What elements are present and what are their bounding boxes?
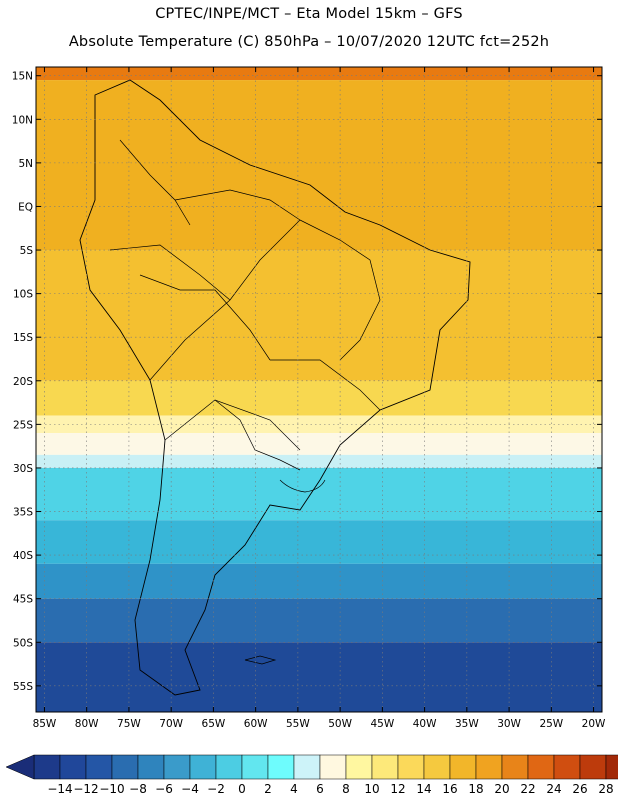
colorbar-swatch: [605, 754, 618, 780]
latitude-tick-label: 55S: [13, 681, 33, 693]
longitude-tick-label: 25W: [539, 718, 563, 730]
temperature-band: [36, 433, 602, 455]
colorbar-swatch: [527, 754, 555, 780]
colorbar-swatch: [579, 754, 607, 780]
colorbar-swatch: [319, 754, 347, 780]
temperature-band: [36, 642, 602, 712]
colorbar-label: 18: [468, 782, 483, 796]
colorbar-swatch: [475, 754, 503, 780]
latitude-axis: 15N 10N 5N EQ 5S 10S 15S 20S 25S 30S 35S 40S 45S 50S 5…: [12, 71, 602, 693]
colorbar-swatch: [293, 754, 321, 780]
latitude-tick-label: 10N: [12, 114, 33, 126]
longitude-tick-label: 50W: [328, 718, 352, 730]
chart-title-line-1: CPTEC/INPE/MCT – Eta Model 15km – GFS: [155, 6, 463, 22]
colorbar-swatch: [33, 754, 61, 780]
colorbar-label: 0: [238, 782, 246, 796]
colorbar-swatch: [449, 754, 477, 780]
colorbar-swatch: [189, 754, 217, 780]
temperature-band: [36, 415, 602, 434]
longitude-tick-label: 80W: [75, 718, 99, 730]
colorbar-swatch: [85, 754, 113, 780]
longitude-tick-label: 45W: [370, 718, 394, 730]
temperature-band: [36, 380, 602, 416]
colorbar-label: 8: [342, 782, 350, 796]
colorbar-swatch: [371, 754, 399, 780]
colorbar-label: 28: [598, 782, 613, 796]
latitude-tick-label: 15S: [13, 332, 33, 344]
latitude-tick-label: 15N: [12, 71, 33, 83]
longitude-tick-label: 55W: [286, 718, 310, 730]
temperature-band: [36, 67, 602, 81]
temperature-field: [36, 67, 602, 712]
colorbar-label: 2: [264, 782, 272, 796]
temperature-band: [36, 563, 602, 599]
longitude-tick-label: 65W: [202, 718, 226, 730]
colorbar-swatch: [111, 754, 139, 780]
colorbar-swatch: [163, 754, 191, 780]
temperature-band: [36, 520, 602, 564]
latitude-tick-label: 5N: [18, 158, 33, 170]
longitude-tick-label: 40W: [413, 718, 437, 730]
colorbar-label: −14: [47, 782, 72, 796]
latitude-tick-label: 25S: [13, 419, 33, 431]
longitude-axis: 85W 80W 75W 70W 65W 60W 55W 50W 45W 40W 35W 30W 25W 2…: [33, 67, 606, 730]
longitude-tick-label: 30W: [497, 718, 521, 730]
temperature-band: [36, 598, 602, 643]
colorbar-label: 24: [546, 782, 561, 796]
colorbar-label: −4: [181, 782, 199, 796]
latitude-tick-label: 50S: [13, 637, 33, 649]
colorbar-label: 4: [290, 782, 298, 796]
map-frame-border: [35, 66, 603, 713]
colorbar-swatch: [137, 754, 165, 780]
colorbar-swatch: [345, 754, 373, 780]
colorbar-low-arrow: [5, 754, 35, 780]
latitude-tick-label: 10S: [13, 289, 33, 301]
longitude-tick-label: 20W: [582, 718, 606, 730]
latitude-tick-label: 40S: [13, 550, 33, 562]
colorbar-label: 16: [442, 782, 457, 796]
latitude-tick-label: 30S: [13, 463, 33, 475]
colorbar-swatch: [553, 754, 581, 780]
colorbar-swatch: [241, 754, 269, 780]
latitude-tick-label: 35S: [13, 507, 33, 519]
colorbar-swatch: [501, 754, 529, 780]
colorbar-label: 20: [494, 782, 509, 796]
colorbar-swatch: [397, 754, 425, 780]
colorbar-label: −8: [129, 782, 147, 796]
latitude-tick-label: 5S: [20, 245, 34, 257]
longitude-tick-label: 35W: [455, 718, 479, 730]
colorbar-swatch: [267, 754, 295, 780]
colorbar-label: 22: [520, 782, 535, 796]
latitude-tick-label: EQ: [18, 201, 33, 213]
coastline-outline: [79, 79, 471, 696]
temperature-band: [36, 467, 602, 521]
chart-title-line-2: Absolute Temperature (C) 850hPa – 10/07/…: [68, 34, 550, 50]
latitude-tick-label: 45S: [13, 594, 33, 606]
latitude-tick-label: 20S: [13, 376, 33, 388]
longitude-tick-label: 70W: [159, 718, 183, 730]
temperature-band: [36, 454, 602, 468]
longitude-tick-label: 60W: [244, 718, 268, 730]
colorbar-label: 10: [364, 782, 379, 796]
colorbar-swatch: [59, 754, 87, 780]
colorbar-swatch: [215, 754, 243, 780]
colorbar-label: 6: [316, 782, 324, 796]
temperature-band: [36, 80, 602, 251]
colorbar-label: −6: [155, 782, 173, 796]
colorbar-label: −10: [99, 782, 124, 796]
longitude-tick-label: 85W: [33, 718, 57, 730]
longitude-tick-label: 75W: [117, 718, 141, 730]
colorbar-label: 14: [416, 782, 431, 796]
colorbar-label: 12: [390, 782, 405, 796]
colorbar-swatch: [423, 754, 451, 780]
colorbar: −14 −12 −10 −8 −6 −4 −2 0 2 4 6 8 10 12 14 16 18 20 22 24 26…: [5, 754, 618, 796]
colorbar-label: 26: [572, 782, 587, 796]
colorbar-label: −12: [73, 782, 98, 796]
colorbar-label: −2: [207, 782, 225, 796]
temperature-band: [36, 250, 602, 381]
